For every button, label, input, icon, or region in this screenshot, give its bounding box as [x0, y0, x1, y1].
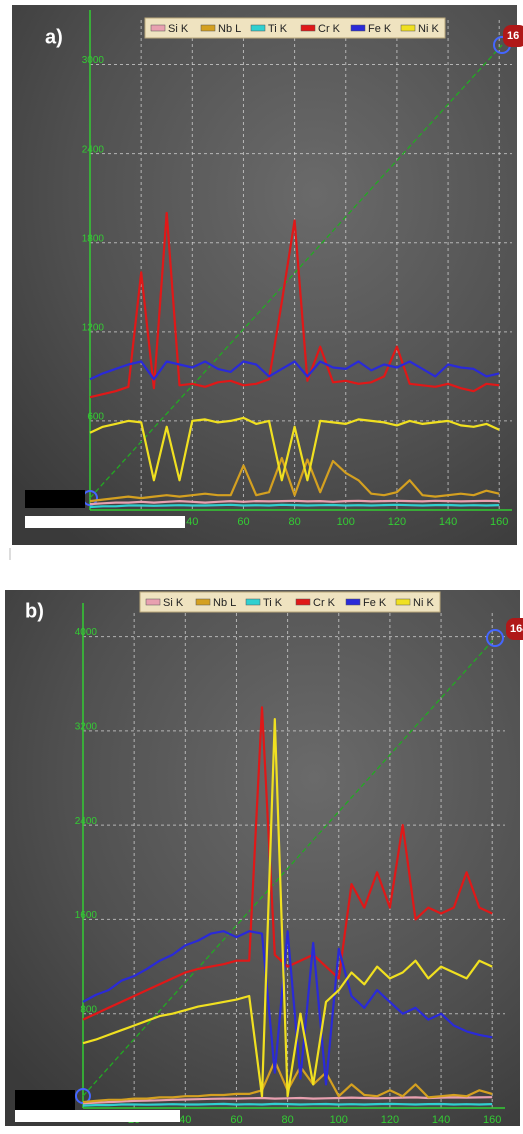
x-tick-label: 140 — [439, 516, 457, 528]
scale-bar — [25, 516, 185, 528]
legend: Si K Nb L Ti K Cr K Fe K Ni K — [139, 591, 441, 613]
legend-label: Si K — [168, 23, 189, 35]
y-tick-label: 800 — [80, 1004, 97, 1015]
y-tick-label: 3200 — [75, 721, 98, 732]
x-tick-label: 160 — [483, 1114, 501, 1126]
data-line — [89, 211, 500, 399]
x-tick-label: 160 — [490, 516, 508, 528]
legend-swatch — [400, 24, 416, 32]
legend-label: Ti K — [268, 23, 288, 35]
legend-swatch — [245, 598, 261, 606]
sem-image — [5, 590, 520, 1126]
y-tick-label: 1600 — [75, 910, 98, 921]
legend-swatch — [395, 598, 411, 606]
legend-label: Ti K — [263, 597, 283, 609]
sem-image — [12, 5, 517, 545]
legend-label: Nb L — [218, 23, 241, 35]
data-line — [82, 930, 493, 1086]
x-tick-label: 100 — [337, 516, 355, 528]
scale-bar-black — [15, 1090, 75, 1110]
legend-label: Si K — [163, 597, 184, 609]
data-line — [89, 456, 500, 503]
legend-label: Fe K — [368, 23, 392, 35]
data-line — [82, 1096, 493, 1105]
data-line — [82, 1102, 493, 1107]
data-line — [89, 503, 500, 509]
scale-bar — [15, 1110, 180, 1122]
x-tick-label: 40 — [179, 1114, 191, 1126]
legend-label: Cr K — [318, 23, 341, 35]
x-tick-label: 40 — [186, 516, 198, 528]
legend-swatch — [145, 598, 161, 606]
cursor-label: 164 — [510, 623, 523, 635]
legend-swatch — [350, 24, 366, 32]
cursor-tag — [503, 25, 523, 47]
cursor-line — [82, 637, 496, 1097]
y-tick-label: 1200 — [82, 322, 105, 333]
y-tick-label: 2400 — [75, 816, 98, 827]
legend: Si K Nb L Ti K Cr K Fe K Ni K — [144, 17, 446, 39]
legend-swatch — [250, 24, 266, 32]
legend-label: Fe K — [363, 597, 387, 609]
x-tick-label: 80 — [281, 1114, 293, 1126]
scale-bar-black — [25, 490, 85, 508]
legend-label: Nb L — [213, 597, 236, 609]
y-tick-label: 2400 — [82, 144, 105, 155]
x-tick-label: 60 — [230, 1114, 242, 1126]
data-line — [89, 360, 500, 381]
legend-label: Cr K — [313, 597, 336, 609]
legend-swatch — [200, 24, 216, 32]
legend-label: Ni K — [413, 597, 434, 609]
panel-label: b) — [25, 600, 44, 622]
data-line — [89, 416, 500, 482]
panel-label: a) — [45, 26, 63, 48]
x-tick-label: 60 — [237, 516, 249, 528]
y-tick-label: 3000 — [82, 55, 105, 66]
legend-swatch — [300, 24, 316, 32]
legend-swatch — [295, 598, 311, 606]
x-tick-label: 120 — [381, 1114, 399, 1126]
legend-box — [139, 591, 441, 613]
cursor-line — [89, 44, 503, 499]
legend-swatch — [345, 598, 361, 606]
legend-box — [144, 17, 446, 39]
cursor-label: 16 — [507, 30, 519, 42]
cursor-marker — [486, 629, 504, 647]
x-tick-label: 100 — [330, 1114, 348, 1126]
y-tick-label: 1800 — [82, 233, 105, 244]
legend-swatch — [195, 598, 211, 606]
data-line — [89, 499, 500, 506]
x-tick-label: 120 — [388, 516, 406, 528]
x-tick-label: 140 — [432, 1114, 450, 1126]
x-tick-label: 80 — [288, 516, 300, 528]
cursor-tag — [506, 618, 523, 640]
y-tick-label: 4000 — [75, 627, 98, 638]
data-line — [82, 706, 493, 1021]
data-line — [82, 718, 493, 1098]
y-tick-label: 600 — [87, 412, 104, 423]
legend-label: Ni K — [418, 23, 439, 35]
legend-swatch — [150, 24, 166, 32]
